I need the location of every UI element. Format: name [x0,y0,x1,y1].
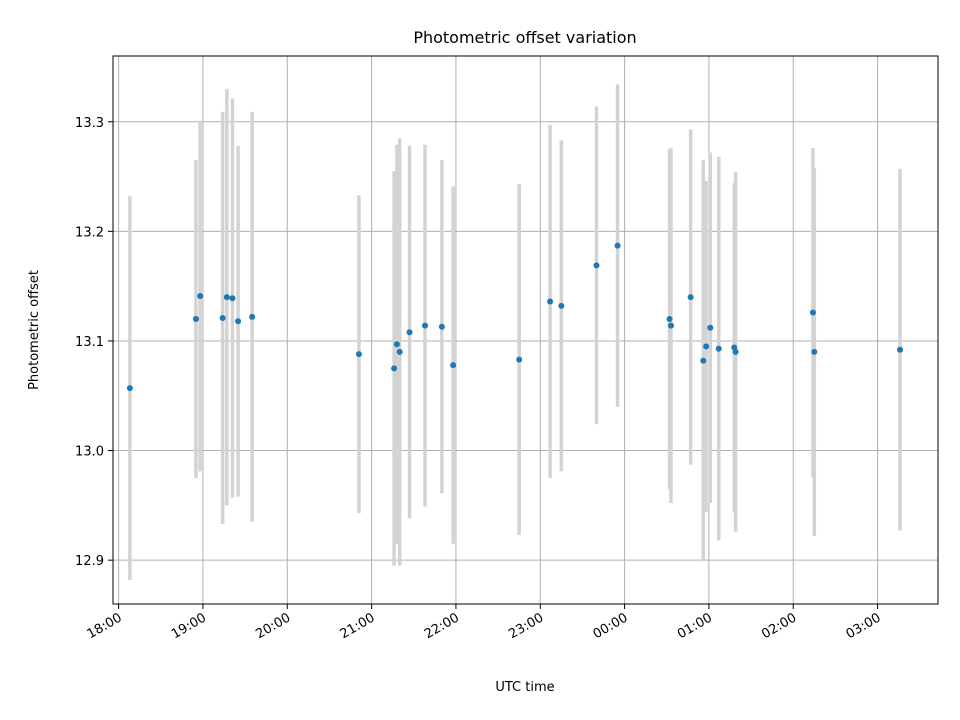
data-point [687,294,694,301]
data-point [707,324,714,331]
data-point [396,348,403,355]
data-point [438,323,445,330]
data-point [229,295,236,302]
data-point [223,294,230,301]
data-point [355,351,362,358]
data-point [732,348,739,355]
data-point [614,242,621,249]
data-point [393,341,400,348]
data-point [450,362,457,369]
y-axis-label: Photometric offset [27,270,42,390]
x-axis-label: UTC time [495,680,554,695]
data-point [809,309,816,316]
data-point [516,356,523,363]
data-point [700,357,707,364]
y-tick-label: 13.2 [75,225,104,240]
data-point [406,329,413,336]
data-point [547,298,554,305]
data-point [703,343,710,350]
data-point [811,348,818,355]
data-point [715,345,722,352]
y-axis-ticks: 12.9 13.0 13.1 13.2 13.3 [75,116,113,569]
data-points [126,242,904,392]
data-point [666,316,673,323]
data-point [219,314,226,321]
data-point [667,322,674,329]
data-point [897,346,904,353]
data-point [558,302,565,309]
data-point [391,365,398,372]
data-point [249,313,256,320]
data-point [192,316,199,323]
data-point [593,262,600,269]
y-tick-label: 13.1 [75,335,104,350]
data-point [197,293,204,300]
y-tick-label: 13.0 [75,445,104,460]
data-point [126,385,133,392]
data-point [422,322,429,329]
y-tick-label: 13.3 [75,116,104,131]
grid [113,56,938,604]
data-point [235,318,242,325]
chart-title: Photometric offset variation [413,28,636,47]
y-tick-label: 12.9 [75,554,104,569]
plot-frame [112,55,939,605]
